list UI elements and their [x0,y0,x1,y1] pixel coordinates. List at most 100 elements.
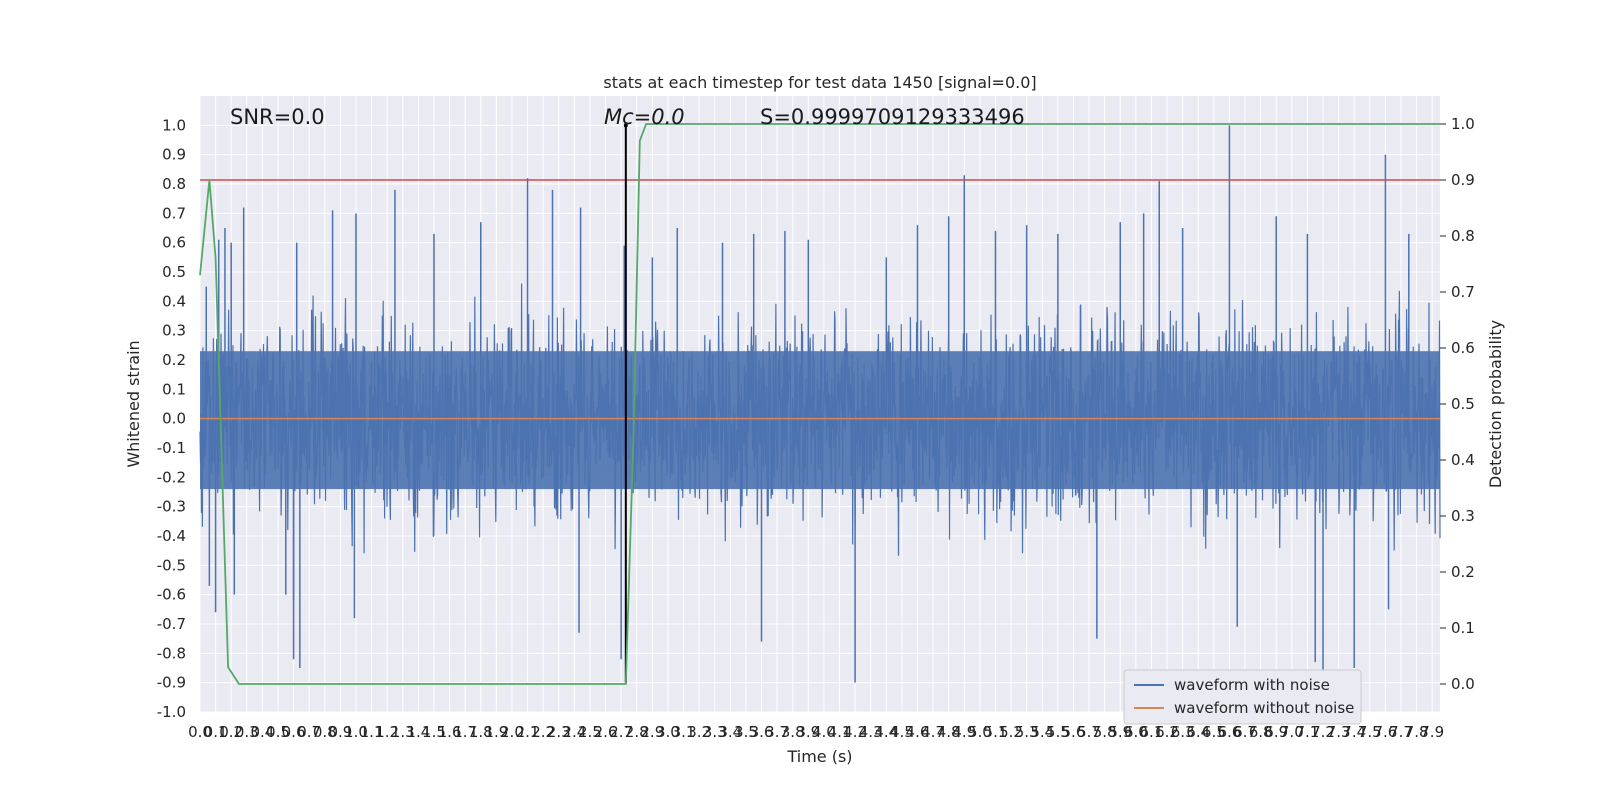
waveform-with-noise-series [199,125,1441,683]
x-tick-label: 0.7 [297,723,321,741]
x-tick-label: 7.6 [1373,723,1397,741]
x-tick-label: 1.1 [360,723,384,741]
y-tick-label: -0.4 [157,527,186,545]
x-tick-label: 0.8 [313,723,337,741]
legend-label-waveform-with-noise: waveform with noise [1174,676,1330,694]
statistic-annotation: S=0.9999709129333496 [760,105,1025,129]
waveform-with-noise-band [200,351,1440,490]
x-tick-label: 6.9 [1264,723,1288,741]
y-right-tick-label: 0.4 [1451,451,1475,469]
x-tick-label: 4.7 [921,723,945,741]
y-axis-label: Whitened strain [124,340,143,467]
x-tick-label: 2.0 [500,723,524,741]
overlay-lines [199,123,1440,685]
x-tick-label: 5.3 [1015,723,1039,741]
y-axis-right-label: Detection probability [1486,320,1505,488]
y-right-tick-label: 1.0 [1451,115,1475,133]
y-axis-right-ticks: 0.0 0.1 0.2 0.3 0.4 0.5 0.6 0.7 0.8 0.9 1.0 [1440,115,1475,693]
legend: waveform with noise waveform without noi… [1123,669,1362,725]
x-tick-label: 1.8 [469,723,493,741]
y-tick-label: 0.5 [162,263,186,281]
y-right-tick-label: 0.9 [1451,171,1475,189]
y-right-tick-label: 0.8 [1451,227,1475,245]
x-tick-label: 1.3 [391,723,415,741]
x-tick-label: 6.4 [1186,723,1210,741]
x-tick-label: 6.3 [1171,723,1195,741]
y-tick-label: -0.6 [157,586,186,604]
x-tick-label: 3.7 [765,723,789,741]
y-right-tick-label: 0.3 [1451,507,1475,525]
x-tick-label: 0.3 [235,723,259,741]
x-axis-label: Time (s) [786,747,852,766]
x-tick-label: 2.3 [547,723,571,741]
y-tick-label: -0.7 [157,615,186,633]
y-right-tick-label: 0.1 [1451,619,1475,637]
x-tick-label: 3.0 [656,723,680,741]
x-tick-label: 7.2 [1311,723,1335,741]
x-tick-label: 3.4 [718,723,742,741]
x-tick-label: 5.5 [1046,723,1070,741]
x-tick-label: 3.2 [687,723,711,741]
x-tick-label: 1.2 [375,723,399,741]
x-tick-label: 2.6 [594,723,618,741]
x-tick-label: 5.2 [999,723,1023,741]
y-tick-label: -0.5 [157,556,186,574]
x-tick-label: 6.1 [1140,723,1164,741]
x-tick-label: 7.3 [1327,723,1351,741]
x-tick-label: 4.9 [952,723,976,741]
y-right-tick-label: 0.0 [1451,675,1475,693]
x-tick-label: 6.6 [1218,723,1242,741]
y-tick-label: 1.0 [162,116,186,134]
y-tick-label: -0.3 [157,498,186,516]
x-tick-label: 5.1 [984,723,1008,741]
x-tick-label: 3.8 [781,723,805,741]
snr-annotation: SNR=0.0 [230,105,325,129]
x-tick-label: 0.9 [328,723,352,741]
x-tick-label: 1.0 [344,723,368,741]
x-tick-label: 4.2 [843,723,867,741]
x-tick-label: 0.2 [219,723,243,741]
x-tick-label: 2.7 [609,723,633,741]
y-tick-label: -1.0 [157,703,186,721]
x-tick-label: 7.7 [1389,723,1413,741]
y-tick-label: -0.8 [157,644,186,662]
x-tick-label: 6.8 [1249,723,1273,741]
y-right-tick-label: 0.7 [1451,283,1475,301]
x-tick-label: 4.6 [906,723,930,741]
x-tick-label: 7.1 [1295,723,1319,741]
x-axis-ticks: 0.00.10.20.30.40.50.60.70.80.91.01.11.21… [188,723,1444,741]
y-axis-ticks: -1.0 -0.9 -0.8 -0.7 -0.6 -0.5 -0.4 -0.3 -0.2 -0.1… [157,116,186,721]
y-tick-label: 0.2 [162,351,186,369]
x-tick-label: 1.7 [453,723,477,741]
x-tick-label: 5.4 [1030,723,1054,741]
y-tick-label: -0.9 [157,674,186,692]
x-tick-label: 1.9 [484,723,508,741]
x-tick-label: 2.4 [562,723,586,741]
detection-probability-line [199,123,1440,685]
x-tick-label: 3.9 [796,723,820,741]
y-tick-label: 0.7 [162,204,186,222]
x-tick-label: 6.7 [1233,723,1257,741]
x-tick-label: 3.1 [672,723,696,741]
x-tick-label: 1.4 [406,723,430,741]
x-tick-label: 3.5 [734,723,758,741]
x-tick-label: 5.8 [1093,723,1117,741]
chirp-mass-annotation: Mᴄ=0.0 [604,105,685,129]
x-tick-label: 3.3 [703,723,727,741]
y-tick-label: 0.9 [162,146,186,164]
legend-box [1123,669,1362,725]
x-tick-label: 7.9 [1420,723,1444,741]
legend-label-waveform-without-noise: waveform without noise [1174,699,1354,717]
chart-title: stats at each timestep for test data 145… [603,73,1036,92]
x-tick-label: 5.0 [968,723,992,741]
y-tick-label: 0.6 [162,234,186,252]
x-tick-label: 0.4 [250,723,274,741]
x-tick-label: 7.4 [1342,723,1366,741]
x-tick-label: 5.7 [1077,723,1101,741]
x-tick-label: 7.5 [1358,723,1382,741]
x-tick-label: 5.9 [1108,723,1132,741]
x-tick-label: 0.1 [204,723,228,741]
x-tick-label: 5.6 [1062,723,1086,741]
y-tick-label: 0.8 [162,175,186,193]
y-tick-label: 0.0 [162,410,186,428]
